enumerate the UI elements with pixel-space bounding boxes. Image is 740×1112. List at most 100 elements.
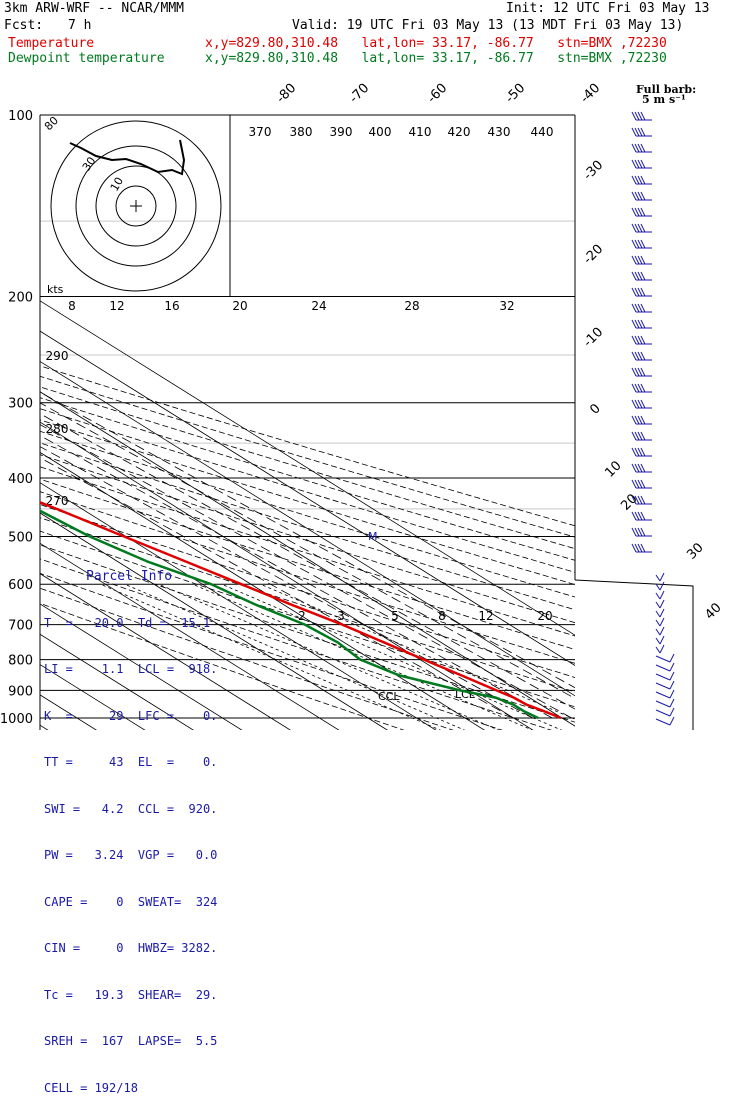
wind-barb xyxy=(656,674,670,680)
pressure-label: 700 xyxy=(8,619,33,634)
pressure-label: 300 xyxy=(8,397,33,412)
isotherm-label: 10 xyxy=(602,458,624,480)
wind-barb-flag xyxy=(670,690,674,698)
wind-barb-flag xyxy=(660,645,664,653)
hodograph-ring-label: 80 xyxy=(42,114,61,133)
theta-label: 440 xyxy=(531,125,554,139)
wind-barb xyxy=(656,656,670,662)
hodograph-speed-label: 32 xyxy=(499,299,514,313)
wind-barb-flag xyxy=(660,582,664,590)
theta-e-label: 280 xyxy=(46,422,69,436)
pressure-label: 600 xyxy=(8,578,33,593)
mixing-ratio-label: 20 xyxy=(537,609,552,623)
wind-barb xyxy=(656,593,660,599)
isotherm-label: -50 xyxy=(503,81,529,107)
isotherm-label: -80 xyxy=(274,81,300,107)
isotherm-label: -20 xyxy=(581,242,607,268)
pressure-label: 800 xyxy=(8,654,33,669)
barb-key-value: 5 m s⁻¹ xyxy=(642,93,686,106)
mixing-ratio-line xyxy=(193,584,534,731)
isotherm-label: 30 xyxy=(684,540,706,562)
wind-barb xyxy=(656,665,670,671)
wind-barb-flag xyxy=(670,672,674,680)
wind-barb-flag xyxy=(660,618,664,626)
isotherm-label: -10 xyxy=(581,325,607,351)
parcel-row: SWI = 4.2 CCL = 920. xyxy=(44,802,234,818)
hodograph xyxy=(51,115,230,296)
wind-barb-flag xyxy=(670,708,674,716)
parcel-info-title: Parcel Info xyxy=(86,569,234,585)
hodograph-speed-label: 20 xyxy=(232,299,247,313)
theta-label: 410 xyxy=(409,125,432,139)
wind-barb-flag xyxy=(660,609,664,617)
wind-barb xyxy=(656,692,670,698)
mixing-ratio-label: 8 xyxy=(438,609,446,623)
parcel-info-panel: Parcel Info T = 20.0 Td = 15.1 LI = 1.1 … xyxy=(44,538,234,1112)
isotherm-label: -40 xyxy=(578,81,604,107)
wind-barb-flag xyxy=(670,699,674,707)
parcel-row: PW = 3.24 VGP = 0.0 xyxy=(44,848,234,864)
wind-barb xyxy=(656,602,660,608)
pressure-label: 100 xyxy=(8,109,33,124)
parcel-row: CELL = 192/18 xyxy=(44,1081,234,1097)
pressure-label: 900 xyxy=(8,684,33,699)
wind-barb-flag xyxy=(660,600,664,608)
parcel-row: CIN = 0 HWBZ= 3282. xyxy=(44,941,234,957)
hodograph-speed-label: 28 xyxy=(404,299,419,313)
theta-label: 370 xyxy=(249,125,272,139)
theta-label: 380 xyxy=(290,125,313,139)
wind-barb xyxy=(656,629,660,635)
wind-barb-flag xyxy=(670,663,674,671)
wind-barbs xyxy=(632,112,674,725)
hodograph-speed-label: 24 xyxy=(311,299,326,313)
hodograph-unit-label: kts xyxy=(47,283,64,296)
wind-barb xyxy=(656,620,660,626)
hodograph-speed-label: 16 xyxy=(164,299,179,313)
parcel-row: T = 20.0 Td = 15.1 xyxy=(44,616,234,632)
parcel-row: LI = 1.1 LCL = 918. xyxy=(44,662,234,678)
isotherm-label: -70 xyxy=(347,81,373,107)
wind-barb-flag xyxy=(670,681,674,689)
pressure-label: 1000 xyxy=(0,712,33,727)
wind-barb xyxy=(656,683,670,689)
pressure-label: 200 xyxy=(8,291,33,306)
isotherm-label: 20 xyxy=(618,491,640,513)
wind-barb-flag xyxy=(670,654,674,662)
wind-barb-flag xyxy=(670,717,674,725)
wind-barb xyxy=(656,701,670,707)
pressure-label: 400 xyxy=(8,472,33,487)
theta-label: 420 xyxy=(448,125,471,139)
ccl-annotation: CCL xyxy=(378,690,400,703)
hodograph-speed-label: 8 xyxy=(68,299,76,313)
wind-barb-flag xyxy=(660,636,664,644)
wind-barb xyxy=(656,647,660,653)
parcel-row: Tc = 19.3 SHEAR= 29. xyxy=(44,988,234,1004)
wind-barb xyxy=(656,575,660,581)
isotherm-label: -30 xyxy=(581,158,607,184)
wind-barb xyxy=(656,611,660,617)
wind-barb xyxy=(656,719,670,725)
wind-barb-flag xyxy=(660,573,664,581)
hodograph-ring-label: 30 xyxy=(80,155,99,174)
mixing-ratio-label: 12 xyxy=(478,609,493,623)
parcel-row: CAPE = 0 SWEAT= 324 xyxy=(44,895,234,911)
isotherm-label: 40 xyxy=(702,600,724,622)
isotherm-label: 0 xyxy=(587,401,603,417)
wind-barb xyxy=(656,584,660,590)
wind-barb-flag xyxy=(660,627,664,635)
theta-label: 400 xyxy=(369,125,392,139)
melting-level-annotation: M xyxy=(368,530,378,543)
theta-e-label: 290 xyxy=(46,349,69,363)
hodograph-speed-label: 12 xyxy=(109,299,124,313)
wind-barb-flag xyxy=(660,591,664,599)
theta-label: 430 xyxy=(488,125,511,139)
theta-label: 390 xyxy=(330,125,353,139)
wind-barb xyxy=(656,638,660,644)
parcel-row: K = 29 LFC = 0. xyxy=(44,709,234,725)
right-axis-extension xyxy=(575,580,693,730)
wind-barb xyxy=(656,710,670,716)
isotherm-label: -60 xyxy=(425,81,451,107)
pressure-label: 500 xyxy=(8,530,33,545)
parcel-row: SREH = 167 LAPSE= 5.5 xyxy=(44,1034,234,1050)
mixing-ratio-label: 3 xyxy=(337,609,345,623)
